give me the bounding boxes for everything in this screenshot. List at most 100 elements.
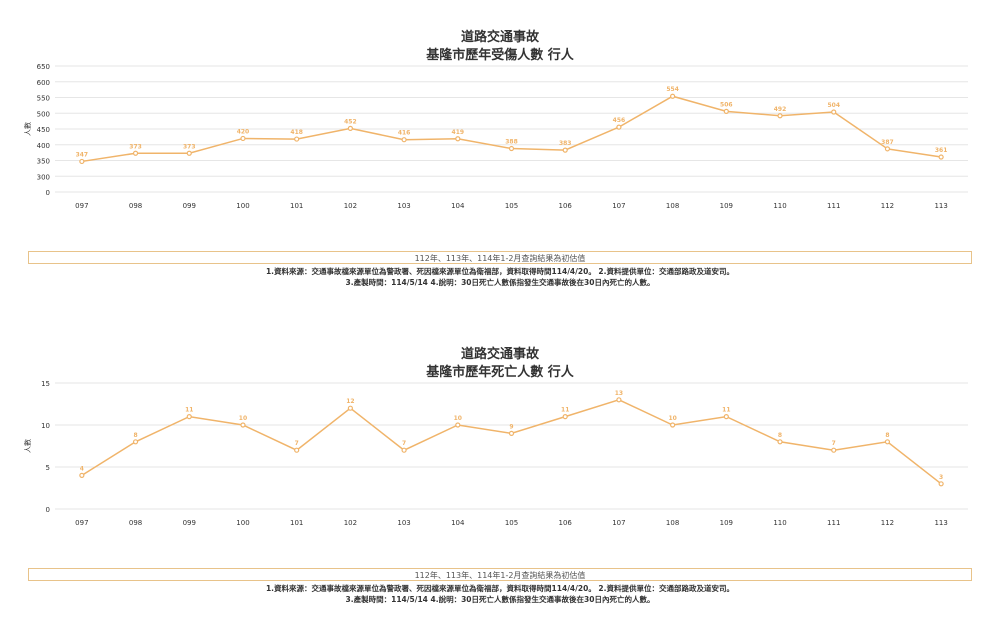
x-tick-label: 106 [559, 202, 573, 210]
data-point[interactable] [831, 109, 837, 115]
data-point[interactable] [562, 413, 568, 420]
data-label: 9 [509, 423, 513, 430]
y-tick-label: 600 [37, 79, 50, 87]
x-tick-label: 101 [290, 202, 303, 210]
data-label: 452 [344, 118, 357, 125]
data-point[interactable] [401, 137, 407, 143]
x-tick-label: 112 [881, 519, 894, 527]
data-point[interactable] [347, 125, 353, 131]
data-label: 504 [827, 102, 840, 109]
x-tick-label: 105 [505, 202, 518, 210]
x-tick-label: 110 [773, 202, 786, 210]
x-tick-label: 102 [344, 519, 357, 527]
y-tick-label: 550 [37, 95, 50, 103]
chart-subtitle: 基隆市歷年受傷人數 行人 [426, 48, 574, 63]
y-tick-label: 0 [46, 189, 50, 197]
data-point[interactable] [884, 146, 891, 152]
data-label: 373 [183, 143, 196, 150]
x-tick-label: 103 [397, 519, 410, 527]
data-point[interactable] [777, 439, 783, 445]
data-point[interactable] [294, 136, 300, 142]
data-point[interactable] [831, 447, 837, 453]
data-label: 4 [80, 465, 84, 472]
y-tick-label: 10 [41, 422, 50, 430]
x-tick-label: 106 [559, 519, 573, 527]
data-point[interactable] [240, 135, 246, 142]
chart-title: 道路交通事故 [460, 347, 539, 362]
source-line-1: 1.資料來源：交通事故檔來源單位為警政署、死因檔來源單位為衛福部，資料取得時間1… [265, 584, 735, 593]
data-label: 420 [237, 128, 250, 135]
x-tick-label: 100 [236, 202, 249, 210]
data-label: 361 [935, 147, 948, 154]
data-label: 383 [559, 140, 572, 147]
data-point[interactable] [884, 439, 891, 445]
data-label: 554 [666, 86, 679, 93]
y-tick-label: 650 [37, 63, 50, 71]
data-label: 10 [454, 415, 462, 422]
data-label: 388 [505, 139, 518, 146]
y-axis-title: 人數 [23, 439, 32, 453]
data-point[interactable] [508, 430, 515, 437]
data-point[interactable] [723, 108, 729, 114]
x-tick-label: 101 [290, 519, 303, 527]
data-label: 456 [613, 117, 626, 124]
x-tick-label: 111 [827, 519, 840, 527]
series-line [81, 398, 942, 485]
data-point[interactable] [670, 93, 676, 99]
data-point[interactable] [938, 481, 944, 487]
data-point[interactable] [938, 154, 944, 160]
y-axis-title: 人數 [23, 122, 32, 136]
x-tick-label: 109 [720, 202, 733, 210]
data-point[interactable] [186, 150, 192, 156]
x-tick-label: 107 [612, 519, 625, 527]
data-point[interactable] [455, 422, 461, 428]
data-point[interactable] [455, 136, 461, 142]
y-tick-label: 0 [46, 506, 50, 514]
x-tick-label: 104 [451, 202, 465, 210]
data-point[interactable] [616, 397, 622, 403]
estimate-note: 112年、113年、114年1-2月查詢結果為初估值 [28, 568, 972, 581]
data-point[interactable] [723, 413, 729, 420]
data-point[interactable] [508, 145, 515, 152]
y-tick-label: 450 [37, 126, 50, 134]
y-tick-label: 350 [37, 158, 50, 166]
data-label: 419 [452, 129, 465, 136]
data-point[interactable] [347, 405, 353, 411]
y-tick-label: 5 [46, 464, 50, 472]
death-chart-panel: 道路交通事故 基隆市歷年死亡人數 行人 0 5 10 15 人數 097 098 099 100… [0, 317, 1000, 634]
data-point[interactable] [401, 447, 407, 453]
data-point[interactable] [132, 150, 139, 156]
data-label: 3 [939, 474, 943, 481]
data-label: 8 [778, 432, 782, 439]
data-label: 387 [881, 139, 894, 146]
estimate-note: 112年、113年、114年1-2月查詢結果為初估值 [28, 251, 972, 264]
data-point[interactable] [79, 158, 85, 165]
data-point[interactable] [132, 439, 139, 445]
data-point[interactable] [294, 447, 300, 453]
x-tick-label: 107 [612, 202, 625, 210]
data-point[interactable] [670, 422, 676, 428]
data-label: 10 [668, 415, 676, 422]
data-label: 7 [832, 440, 836, 447]
data-point[interactable] [777, 113, 783, 119]
data-label: 506 [720, 101, 733, 108]
data-point[interactable] [616, 124, 622, 130]
data-label: 11 [185, 407, 193, 414]
data-label: 13 [615, 390, 623, 397]
chart-title: 道路交通事故 [460, 30, 539, 45]
x-tick-label: 104 [451, 519, 465, 527]
y-tick-label: 500 [37, 110, 50, 118]
x-tick-label: 108 [666, 202, 679, 210]
data-point[interactable] [186, 413, 192, 420]
x-tick-label: 113 [934, 519, 947, 527]
y-tick-label: 400 [37, 142, 50, 150]
source-line-2: 3.產製時間：114/5/14 4.說明：30日死亡人數係指發生交通事故後在30… [345, 595, 655, 604]
data-point[interactable] [240, 422, 246, 428]
source-line-2: 3.產製時間：114/5/14 4.說明：30日死亡人數係指發生交通事故後在30… [345, 278, 655, 287]
data-label: 7 [402, 440, 406, 447]
data-point[interactable] [562, 147, 568, 153]
x-tick-label: 112 [881, 202, 894, 210]
x-tick-label: 099 [183, 202, 196, 210]
data-point[interactable] [79, 472, 85, 478]
